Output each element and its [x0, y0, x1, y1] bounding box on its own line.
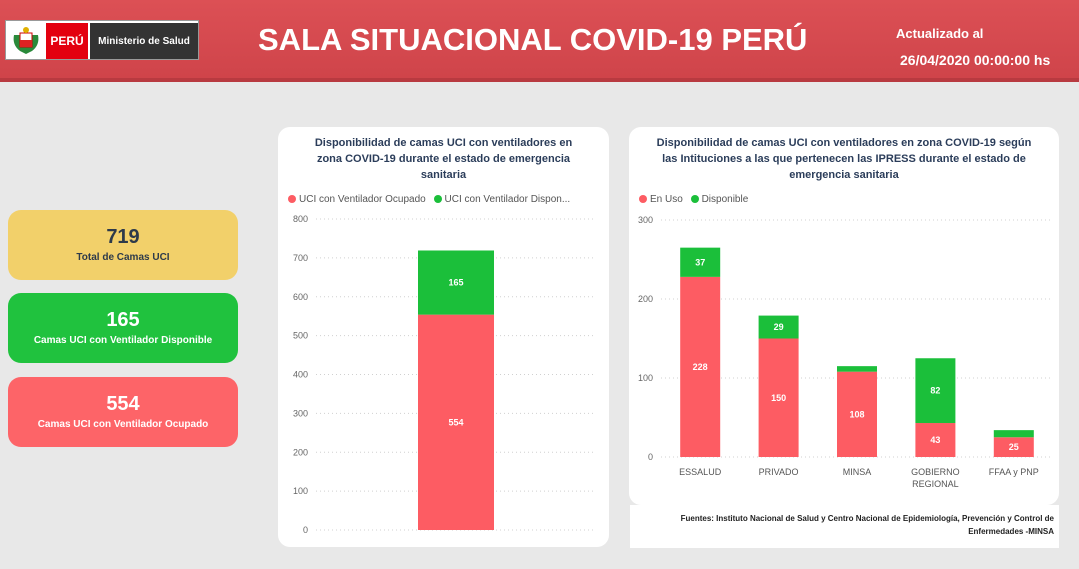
data-label: 37 — [695, 257, 705, 267]
y-tick-label: 200 — [638, 294, 653, 304]
bar-segment — [915, 423, 956, 457]
legend-dot-icon — [433, 195, 442, 203]
page-title: SALA SITUACIONAL COVID-19 PERÚ — [258, 22, 808, 57]
chart-total-title-line: Disponibilidad de camas UCI con ventilad… — [314, 137, 573, 149]
bar-segment — [758, 315, 799, 339]
y-tick-label: 100 — [638, 373, 653, 383]
kpi-total-label: Total de Camas UCI — [76, 252, 170, 263]
legend-dot-icon — [639, 195, 647, 203]
kpi-disponible-value: 165 — [106, 309, 140, 331]
bar-segment — [993, 437, 1034, 457]
kpi-total-value: 719 — [106, 226, 140, 248]
y-tick-label: 200 — [293, 447, 308, 457]
legend-item-en-uso[interactable]: En Uso — [639, 194, 683, 205]
x-tick-label: REGIONAL — [912, 479, 959, 489]
data-label: 82 — [930, 386, 940, 396]
y-tick-label: 600 — [293, 292, 308, 302]
chart-institution-title-line: Disponibilidad de camas UCI con ventilad… — [656, 137, 1032, 149]
bar-segment — [418, 314, 494, 530]
data-label: 29 — [774, 322, 784, 332]
legend-item-disponible[interactable]: UCI con Ventilador Dispon... — [433, 194, 571, 205]
y-tick-label: 100 — [293, 486, 308, 496]
chart-total-plot: 0 100 200 300 400 500 600 700 800 554 165 — [293, 214, 596, 535]
x-tick-label: GOBIERNO — [911, 467, 960, 477]
kpi-ocupado-card[interactable]: 554 Camas UCI con Ventilador Ocupado — [8, 377, 238, 447]
bar-segment — [680, 276, 721, 457]
chart-total-title-line: sanitaria — [420, 169, 467, 181]
bar-segment — [915, 358, 956, 424]
bar-segment — [758, 338, 799, 457]
bar-segment — [993, 430, 1034, 438]
chart-institution-legend: En Uso Disponible — [639, 194, 753, 205]
bar-segment — [418, 250, 494, 315]
x-tick-label: MINSA — [843, 467, 872, 477]
bar-segment — [837, 366, 877, 372]
legend-dot-icon — [288, 195, 296, 203]
legend-item-ocupado[interactable]: UCI con Ventilador Ocupado — [288, 194, 426, 205]
sources-line: Fuentes: Instituto Nacional de Salud y C… — [680, 514, 1054, 523]
y-tick-label: 700 — [293, 253, 308, 263]
chart-institution-plot: 0 100 200 300 228 37 ESSALUD 150 29 PRIVADO 108 MIN… — [638, 215, 1053, 489]
legend-dot-icon — [690, 195, 699, 203]
legend-label: En Uso — [650, 194, 683, 205]
sources-note: Fuentes: Instituto Nacional de Salud y C… — [630, 505, 1059, 548]
x-tick-label: PRIVADO — [759, 467, 799, 477]
kpi-ocupado-value: 554 — [106, 393, 140, 415]
data-label: 165 — [448, 278, 463, 288]
chart-institution-card[interactable]: Disponibilidad de camas UCI con ventilad… — [629, 127, 1059, 505]
data-label: 228 — [693, 362, 708, 372]
y-tick-label: 300 — [638, 215, 653, 225]
data-label: 43 — [930, 435, 940, 445]
y-tick-label: 500 — [293, 331, 308, 341]
coat-of-arms-icon — [13, 27, 39, 54]
data-label: 150 — [771, 393, 786, 403]
x-tick-label: FFAA y PNP — [989, 467, 1039, 477]
bar-segment — [680, 247, 721, 277]
x-tick-label: ESSALUD — [679, 467, 722, 477]
chart-institution-title-line: emergencia sanitaria — [789, 169, 899, 181]
chart-institution-title-line: las Intituciones a las que pertenecen la… — [662, 153, 1026, 165]
chart-total-title-line: zona COVID-19 durante el estado de emerg… — [316, 153, 571, 165]
y-tick-label: 0 — [303, 525, 308, 535]
kpi-total-card[interactable]: 719 Total de Camas UCI — [8, 210, 238, 280]
legend-item-disponible[interactable]: Disponible — [690, 194, 749, 205]
legend-label: UCI con Ventilador Dispon... — [444, 194, 571, 205]
peru-flag-label: PERÚ — [46, 23, 88, 59]
chart-total-legend: UCI con Ventilador Ocupado UCI con Venti… — [288, 194, 575, 205]
updated-label: Actualizado al — [896, 26, 984, 41]
ministry-logo: PERÚ Ministerio de Salud — [5, 20, 199, 60]
y-tick-label: 400 — [293, 370, 308, 380]
chart-total-card[interactable]: Disponibilidad de camas UCI con ventilad… — [278, 127, 609, 547]
ministry-name: Ministerio de Salud — [90, 23, 198, 59]
data-label: 554 — [448, 417, 463, 427]
kpi-disponible-label: Camas UCI con Ventilador Disponible — [33, 335, 213, 346]
kpi-disponible-card[interactable]: 165 Camas UCI con Ventilador Disponible — [8, 293, 238, 363]
kpi-ocupado-label: Camas UCI con Ventilador Ocupado — [37, 419, 209, 430]
chart-institution-title: Disponibilidad de camas UCI con ventilad… — [629, 135, 1059, 183]
sources-line: Enfermedades -MINSA — [968, 527, 1054, 536]
y-tick-label: 0 — [648, 452, 653, 462]
chart-total-title: Disponibilidad de camas UCI con ventilad… — [278, 135, 609, 183]
data-label: 25 — [1009, 442, 1019, 452]
legend-label: Disponible — [701, 194, 749, 205]
data-label: 108 — [849, 409, 864, 419]
y-tick-label: 800 — [293, 214, 308, 224]
updated-value: 26/04/2020 00:00:00 hs — [900, 52, 1051, 68]
bar-segment — [837, 371, 877, 457]
header-bar: PERÚ Ministerio de Salud SALA SITUACIONA… — [0, 0, 1079, 82]
y-tick-label: 300 — [293, 408, 308, 418]
legend-label: UCI con Ventilador Ocupado — [299, 194, 426, 205]
